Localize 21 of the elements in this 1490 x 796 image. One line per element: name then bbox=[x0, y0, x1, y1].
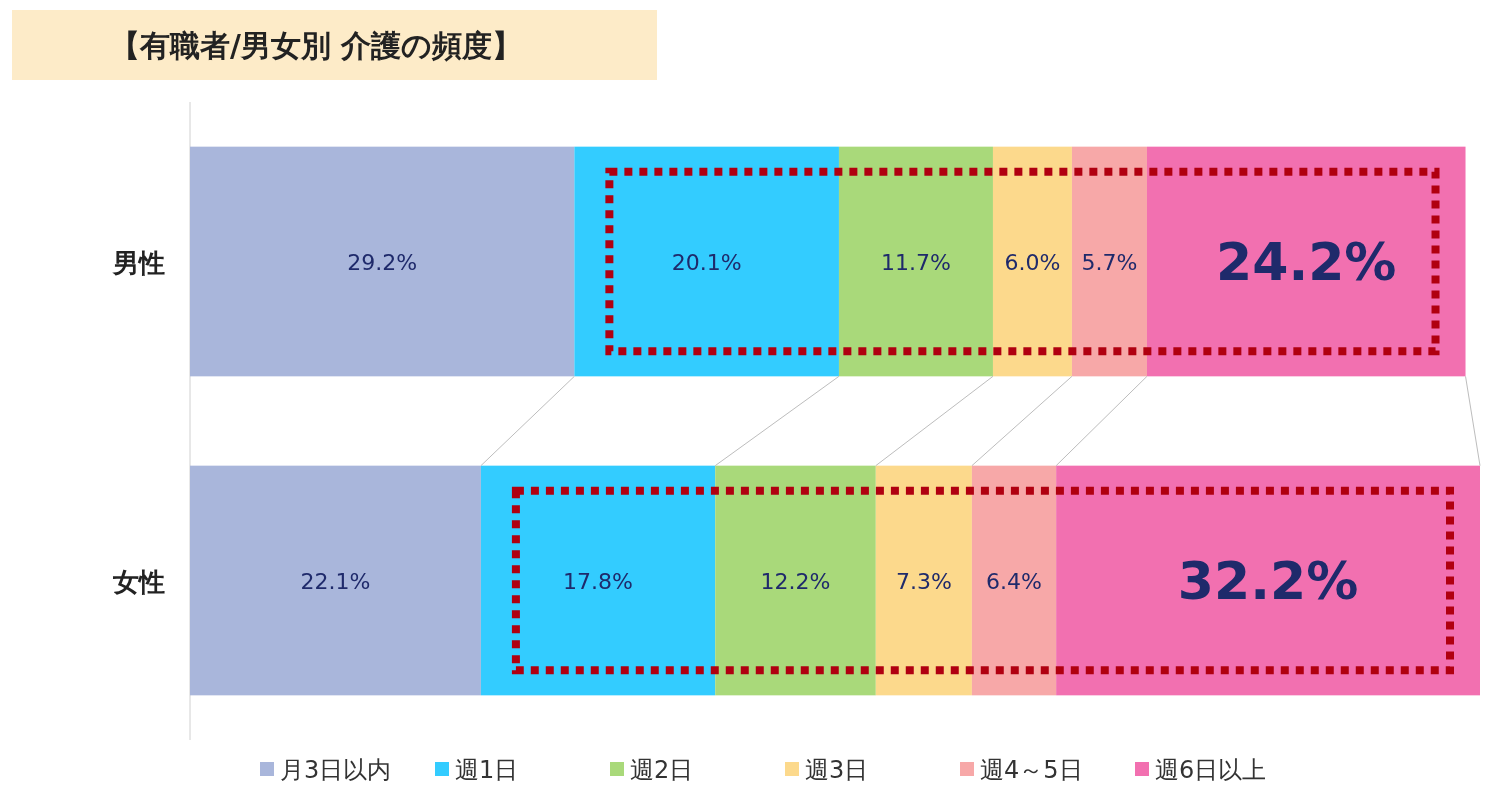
data-label: 5.7% bbox=[1081, 249, 1138, 275]
legend-label: 週2日 bbox=[630, 756, 694, 784]
legend-label: 月3日以内 bbox=[280, 756, 392, 784]
data-label: 22.1% bbox=[300, 568, 371, 594]
data-label: 6.0% bbox=[1004, 249, 1061, 275]
data-label: 29.2% bbox=[347, 249, 418, 275]
chart-title: 【有職者/男女別 介護の頻度】 bbox=[110, 28, 523, 63]
data-label: 6.4% bbox=[986, 568, 1042, 594]
legend-label: 週4～5日 bbox=[980, 756, 1083, 784]
data-label: 20.1% bbox=[671, 249, 742, 275]
legend-label: 週6日以上 bbox=[1155, 756, 1267, 784]
data-label: 17.8% bbox=[563, 568, 634, 594]
data-label: 32.2% bbox=[1177, 550, 1359, 611]
y-tick-label: 男性 bbox=[112, 247, 165, 278]
data-label: 12.2% bbox=[760, 568, 831, 594]
data-label: 24.2% bbox=[1216, 231, 1397, 292]
data-label: 7.3% bbox=[895, 568, 952, 594]
y-tick-label: 女性 bbox=[112, 566, 165, 597]
legend-label: 週3日 bbox=[805, 756, 869, 784]
data-label: 11.7% bbox=[881, 249, 951, 275]
legend-label: 週1日 bbox=[455, 756, 519, 784]
